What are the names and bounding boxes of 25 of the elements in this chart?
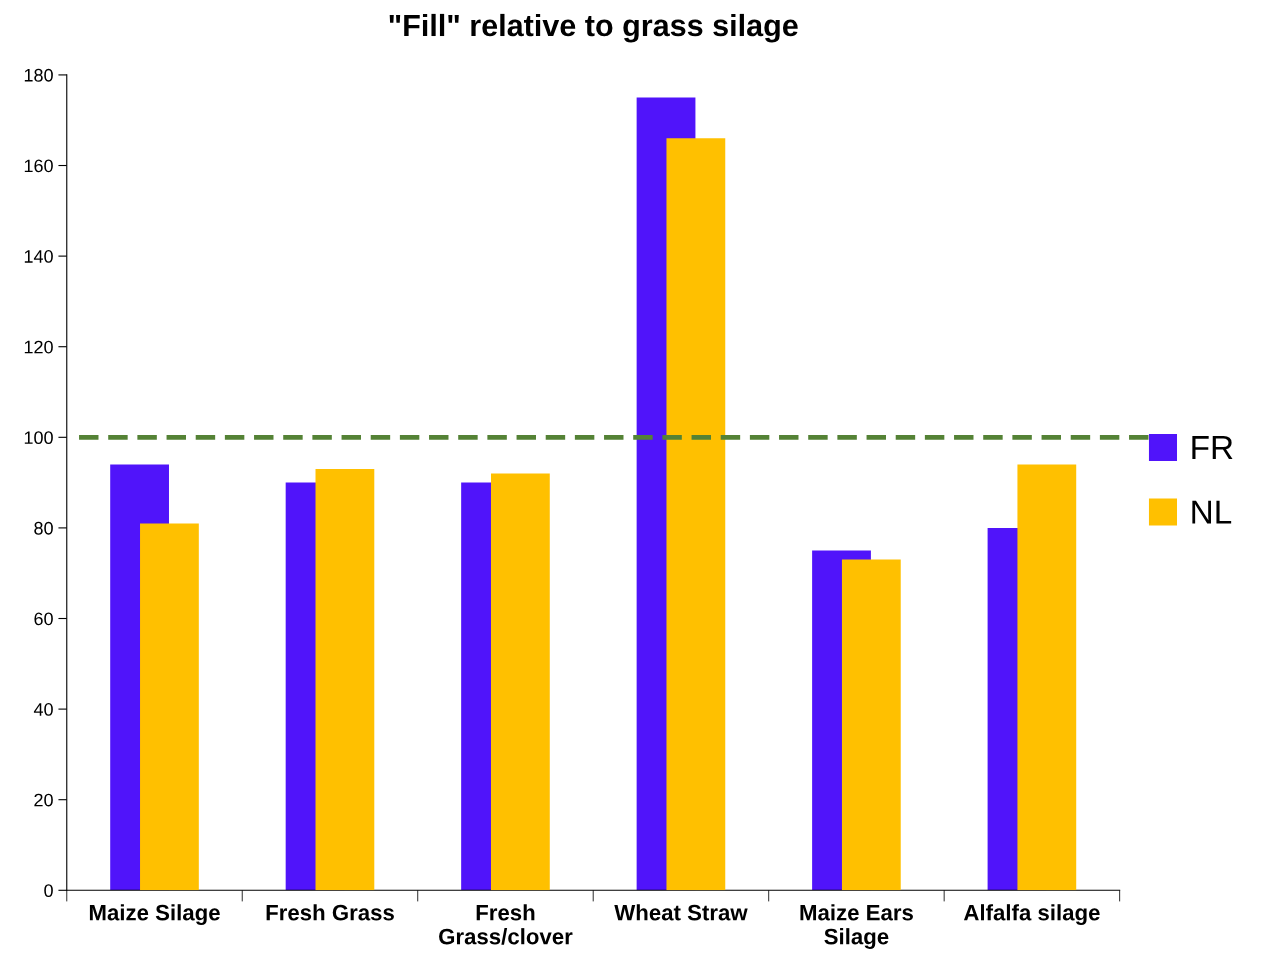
x-tick-label: Maize Ears Silage	[800, 904, 913, 949]
bar	[315, 469, 375, 891]
x-tick-label: Wheat Straw	[614, 904, 748, 921]
x-tick-label: Maize Silage	[89, 904, 220, 925]
y-tick-label: 140	[24, 250, 53, 263]
y-tick-label: 60	[34, 612, 53, 626]
x-tick-label: Alfalfa silage	[963, 904, 1100, 925]
x-tick-label: Fresh Grass/clover	[439, 904, 573, 945]
bar	[140, 523, 199, 891]
y-tick-label: 0	[44, 884, 53, 898]
y-tick-label: 40	[33, 703, 53, 716]
bar	[841, 559, 901, 891]
bar	[666, 138, 726, 891]
x-tick-label: Fresh Grass	[266, 904, 394, 921]
y-tick-label: 80	[34, 521, 53, 535]
y-tick-label: 120	[24, 340, 53, 354]
bar	[490, 473, 550, 891]
y-tick-label: 180	[24, 68, 53, 82]
legend-label: FR	[1192, 436, 1233, 460]
bar	[1017, 464, 1077, 891]
chart-title: "Fill" relative to grass silage	[389, 13, 798, 43]
legend-label: NL	[1192, 500, 1232, 524]
y-tick-label: 100	[24, 431, 53, 445]
y-tick-label: 160	[24, 159, 53, 173]
y-tick-label: 20	[34, 793, 53, 807]
